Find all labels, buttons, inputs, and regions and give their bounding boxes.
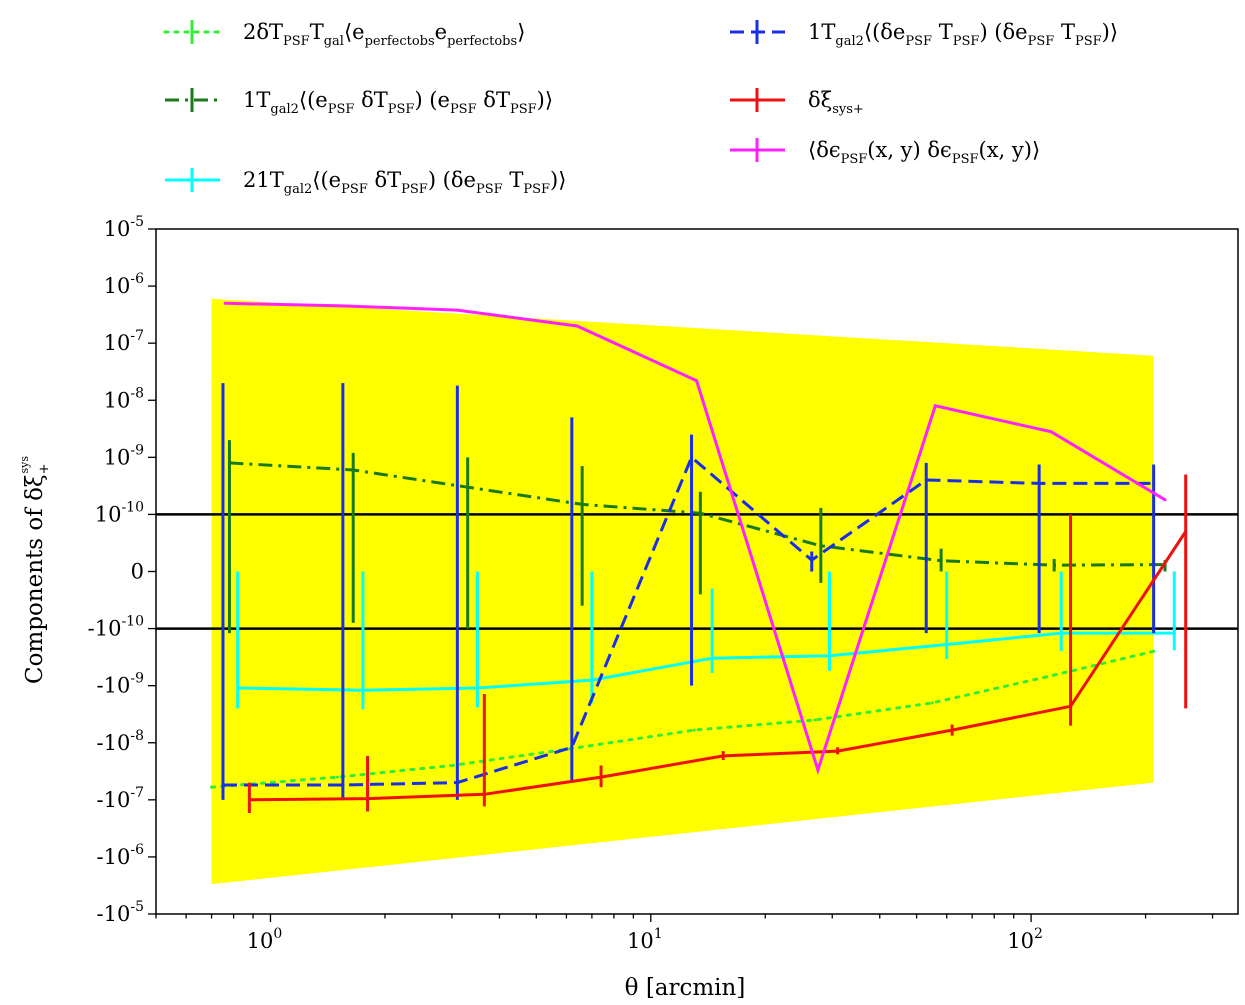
data-point <box>450 763 454 767</box>
data-point <box>836 749 840 753</box>
data-point <box>827 654 831 658</box>
data-point <box>924 478 928 482</box>
data-point <box>455 781 459 785</box>
x-tick-label: 102 <box>1007 926 1043 953</box>
y-tick-label: -10-6 <box>97 842 145 869</box>
y-tick-label: -10-8 <box>97 728 144 755</box>
data-point <box>366 797 370 801</box>
legend-entry-2: 21Tgal2⟨(ePSF δTPSF) (δePSF TPSF)⟩ <box>165 168 566 197</box>
legend-entry-0: 2δTPSFTgal⟨eperfectobseperfectobs⟩ <box>163 20 525 49</box>
data-point <box>1052 563 1056 567</box>
data-point <box>816 768 820 772</box>
y-tick-label: 10-5 <box>104 214 144 241</box>
data-point <box>1163 498 1167 502</box>
x-tick-label: 100 <box>247 926 283 953</box>
plot-area <box>156 298 1238 885</box>
svg-text:Components of δξ+sys: Components of δξ+ sys <box>18 456 52 684</box>
data-point <box>599 775 603 779</box>
y-tick-label: 0 <box>131 560 144 584</box>
data-point <box>939 559 943 563</box>
data-point <box>1045 675 1049 679</box>
data-point <box>341 783 345 787</box>
data-point <box>698 511 702 515</box>
y-tick-label: 10-9 <box>104 442 144 469</box>
data-point <box>819 544 823 548</box>
data-point <box>1037 481 1041 485</box>
y-axis-label-sub: + <box>37 464 52 475</box>
data-point <box>236 686 240 690</box>
data-point <box>455 308 459 312</box>
y-tick-label: -10-10 <box>88 614 144 641</box>
legend-entry-1: 1Tgal2⟨(ePSF δTPSF) (ePSF δTPSF)⟩ <box>165 88 553 117</box>
data-point <box>1152 481 1156 485</box>
data-point <box>466 485 470 489</box>
legend-label: 21Tgal2⟨(ePSF δTPSF) (δePSF TPSF)⟩ <box>243 168 566 197</box>
data-point <box>482 792 486 796</box>
data-point <box>1184 530 1188 534</box>
y-axis-label: Components of δξ+ sys <box>18 456 52 684</box>
y-tick-label: 10-7 <box>104 328 144 355</box>
data-point <box>710 656 714 660</box>
series-line <box>223 454 1154 787</box>
data-point <box>227 461 231 465</box>
y-tick-label: -10-5 <box>97 899 144 926</box>
series-4 <box>247 474 1188 813</box>
data-point <box>813 718 817 722</box>
data-point <box>475 686 479 690</box>
series-2 <box>236 571 1176 710</box>
series-5 <box>223 301 1167 775</box>
legend-label: 1Tgal2⟨(δePSF TPSF) (δePSF TPSF)⟩ <box>808 20 1118 49</box>
series-0 <box>210 649 1156 789</box>
data-point <box>210 785 214 789</box>
data-point <box>1069 704 1073 708</box>
data-point <box>361 688 365 692</box>
data-point <box>1152 649 1156 653</box>
data-point <box>721 754 725 758</box>
data-point <box>945 642 949 646</box>
y-tick-label: 10-8 <box>104 385 144 412</box>
y-tick-label: -10-7 <box>97 785 144 812</box>
data-point <box>695 379 699 383</box>
y-tick-label: -10-9 <box>97 671 144 698</box>
data-point <box>1059 631 1063 635</box>
legend-entry-3: 1Tgal2⟨(δePSF TPSF) (δePSF TPSF)⟩ <box>730 20 1118 49</box>
legend-label: 2δTPSFTgal⟨eperfectobseperfectobs⟩ <box>243 20 525 49</box>
data-point <box>341 304 345 308</box>
data-point <box>933 404 937 408</box>
legend-label: ⟨δϵPSF(x, y) δϵPSF(x, y)⟩ <box>808 138 1040 167</box>
y-tick-label: 10-6 <box>104 271 144 298</box>
data-point <box>1172 631 1176 635</box>
data-point <box>810 558 814 562</box>
legend-entry-5: ⟨δϵPSF(x, y) δϵPSF(x, y)⟩ <box>730 138 1040 167</box>
series-3 <box>221 383 1156 800</box>
data-point <box>950 728 954 732</box>
data-point <box>575 324 579 328</box>
legend-entry-4: δξsys+ <box>730 88 864 117</box>
data-point <box>223 301 227 305</box>
y-axis-label-main: Components of δξ <box>22 474 48 684</box>
data-point <box>930 701 934 705</box>
data-point <box>590 678 594 682</box>
x-axis-label: θ [arcmin] <box>625 975 746 1001</box>
series-line <box>210 649 1156 789</box>
data-point <box>221 783 225 787</box>
data-point <box>690 455 694 459</box>
legend-label: 1Tgal2⟨(ePSF δTPSF) (ePSF δTPSF)⟩ <box>243 88 553 117</box>
series-1 <box>227 440 1167 634</box>
legend-label: δξsys+ <box>808 88 864 117</box>
y-tick-label: 10-10 <box>95 499 144 526</box>
data-point <box>580 502 584 506</box>
data-point <box>570 745 574 749</box>
data-point <box>692 728 696 732</box>
y-axis-label-sup: sys <box>18 456 31 474</box>
data-point <box>351 468 355 472</box>
axes: 100 101 102 10-5 10-6 10-7 10-8 10-9 10-10 0 -10-1… <box>88 214 1239 953</box>
data-point <box>1049 430 1053 434</box>
x-tick-label: 101 <box>627 926 663 953</box>
data-point <box>335 775 339 779</box>
legend: 2δTPSFTgal⟨eperfectobseperfectobs⟩ 1Tgal2… <box>163 20 1118 197</box>
data-point <box>247 798 251 802</box>
